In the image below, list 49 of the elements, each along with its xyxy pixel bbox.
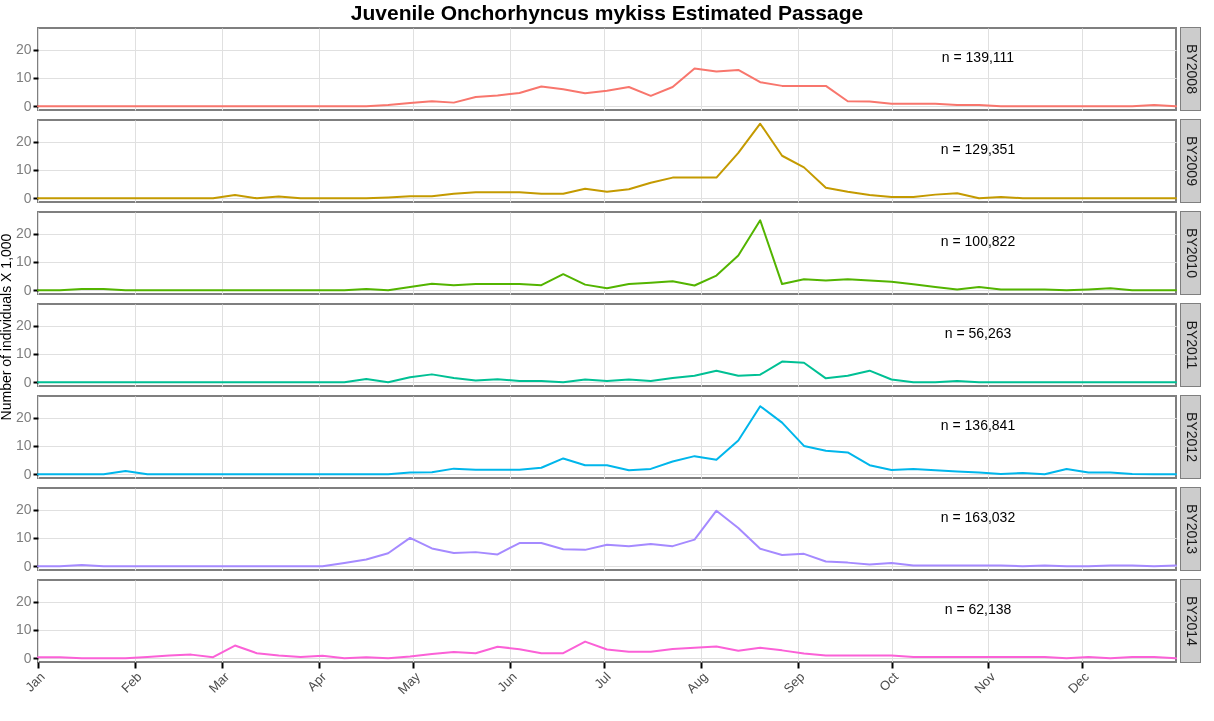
y-tick-label: 20 — [15, 409, 32, 426]
x-tick-label: Mar — [205, 668, 233, 696]
y-tick-label: 20 — [15, 593, 32, 610]
x-tick-label: Sep — [780, 669, 808, 697]
y-tick-label: 0 — [23, 281, 32, 298]
x-tick-label: Dec — [1064, 668, 1093, 697]
annotation: n = 129,351 — [940, 140, 1016, 157]
annotation: n = 139,111 — [941, 48, 1015, 65]
x-tick-label: May — [394, 668, 424, 698]
text: BY2011 — [1183, 320, 1200, 370]
annotation: n = 56,263 — [944, 324, 1012, 341]
y-tick-label: 10 — [15, 69, 32, 86]
y-tick-label: 20 — [15, 501, 32, 518]
y-tick-label: 20 — [15, 133, 32, 150]
text: BY2012 — [1183, 412, 1200, 463]
y-tick-label: 0 — [23, 97, 32, 114]
x-tick-label: Apr — [304, 668, 330, 694]
y-tick-label: 10 — [15, 345, 32, 362]
x-tick-label: Jan — [22, 669, 48, 695]
annotation: n = 100,822 — [940, 232, 1016, 249]
y-tick-label: 20 — [15, 317, 32, 334]
text: BY2014 — [1183, 596, 1200, 647]
y-tick-label: 20 — [15, 225, 32, 242]
text: BY2013 — [1183, 504, 1200, 555]
annotation: n = 136,841 — [940, 416, 1016, 433]
y-tick-label: 0 — [23, 189, 32, 206]
y-tick-label: 0 — [23, 557, 32, 574]
x-tick-label: Aug — [683, 669, 711, 697]
y-tick-label: 0 — [23, 373, 32, 390]
y-tick-label: 0 — [23, 465, 32, 482]
y-tick-label: 20 — [15, 41, 32, 58]
text: BY2009 — [1183, 136, 1200, 187]
x-tick-label: Oct — [876, 668, 902, 694]
x-tick-label: Nov — [971, 668, 999, 697]
x-tick-label: Feb — [118, 669, 145, 696]
y-tick-label: 10 — [15, 621, 32, 638]
x-tick-label: Jun — [494, 669, 520, 695]
chart-title: Juvenile Onchorhyncus mykiss Estimated Passage — [350, 1, 864, 24]
y-tick-label: 10 — [15, 437, 32, 454]
y-tick-label: 10 — [15, 161, 32, 178]
y-axis-title: Number of individuals X 1,000 — [0, 233, 14, 421]
annotation: n = 163,032 — [940, 508, 1016, 525]
y-tick-label: 10 — [15, 529, 32, 546]
text: BY2010 — [1183, 228, 1200, 279]
text: BY2008 — [1183, 44, 1200, 95]
y-tick-label: 10 — [15, 253, 32, 270]
annotation: n = 62,138 — [944, 600, 1012, 617]
y-tick-label: 0 — [23, 649, 32, 666]
x-tick-label: Jul — [591, 669, 614, 692]
